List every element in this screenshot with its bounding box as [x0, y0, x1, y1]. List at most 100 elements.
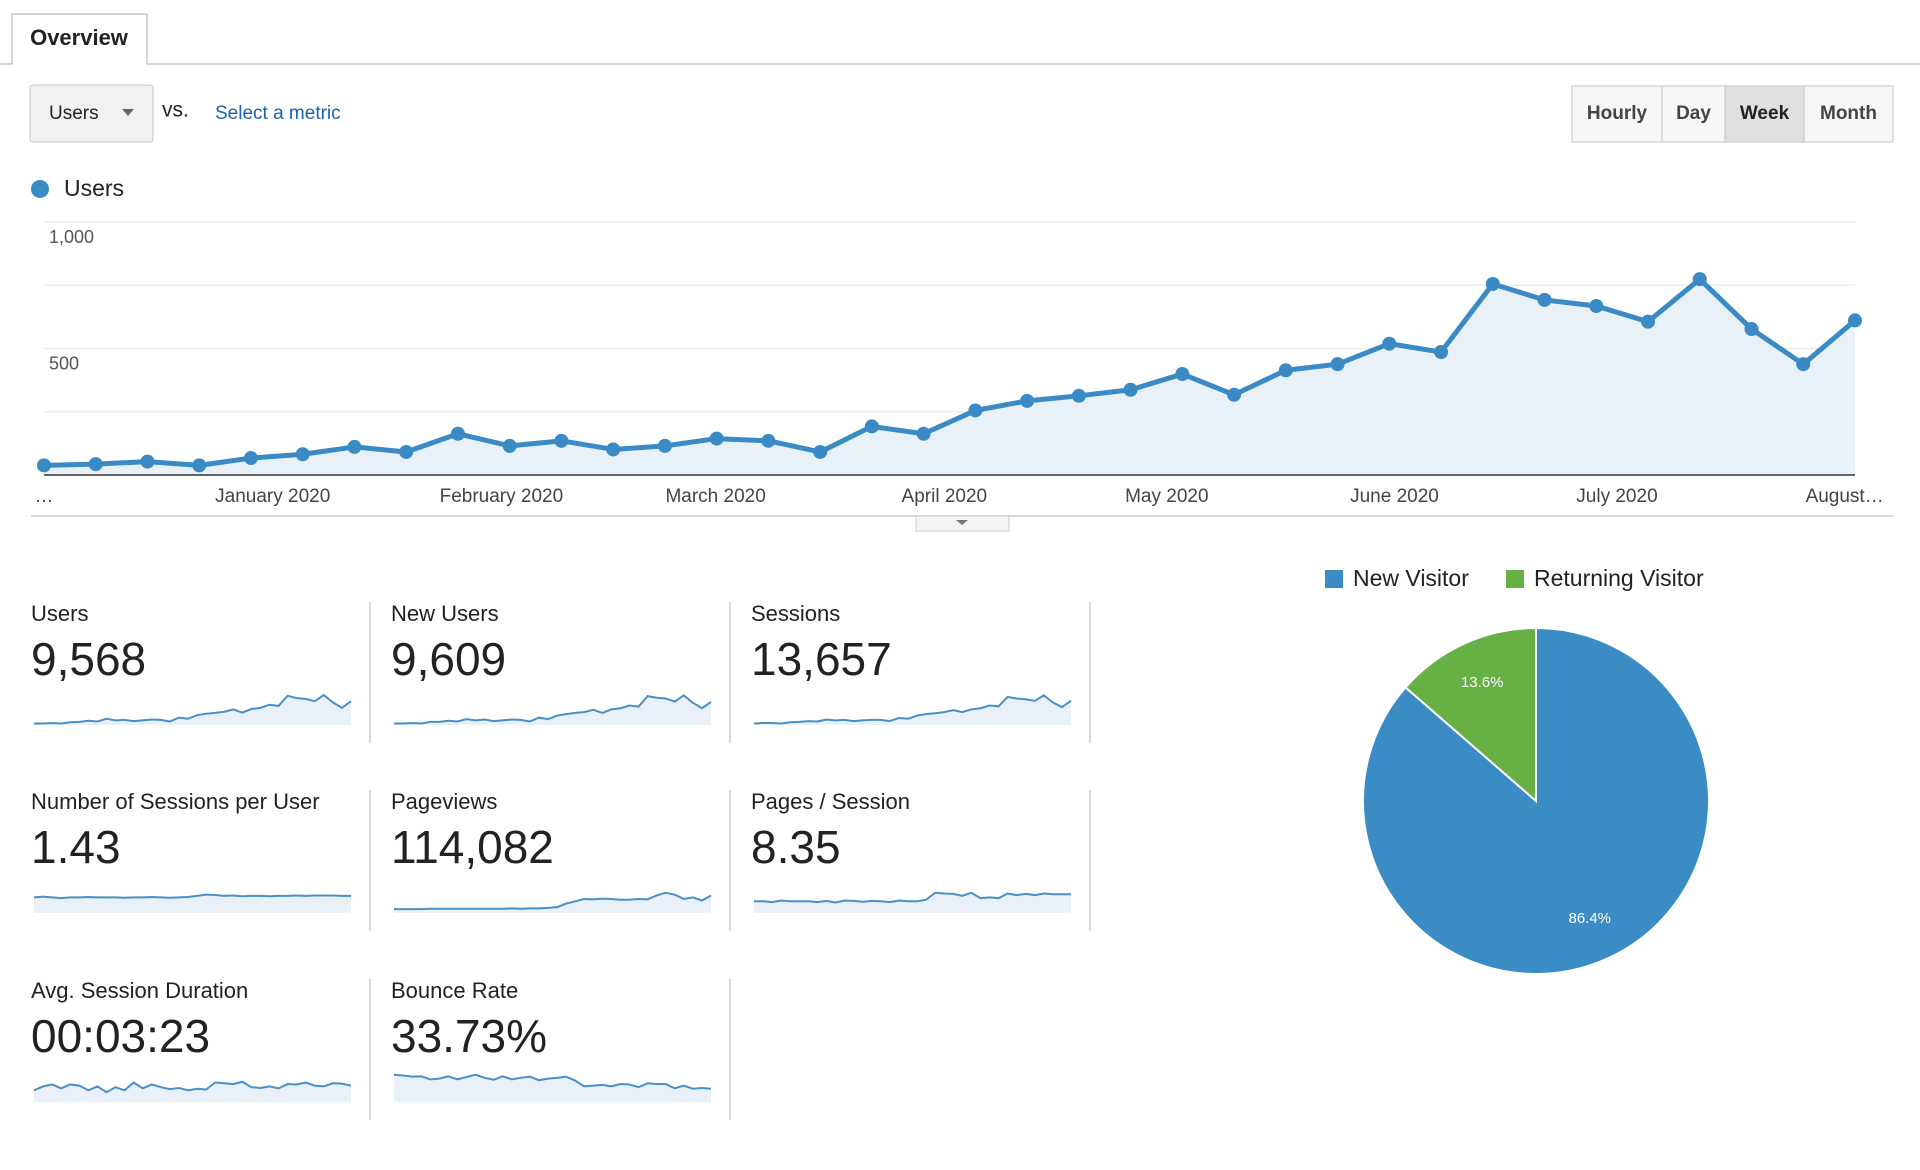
tab-strip: [0, 13, 1920, 65]
data-point: [606, 442, 621, 457]
metric-value: 33.73%: [391, 1010, 547, 1062]
metric-value: 114,082: [391, 821, 554, 873]
data-point: [1382, 336, 1397, 351]
sparkline: [754, 891, 1071, 904]
data-point: [1071, 388, 1086, 403]
data-point: [1796, 357, 1811, 372]
data-point: [1485, 276, 1500, 291]
granularity-label[interactable]: Day: [1676, 103, 1711, 124]
slice-label: 86.4%: [1568, 910, 1611, 927]
x-tick-label: …: [35, 486, 54, 507]
legend-marker: [31, 180, 49, 198]
sparkline-area: [754, 695, 1071, 725]
data-point: [1175, 367, 1190, 382]
metric-label: Pages / Session: [751, 789, 910, 814]
metric-label: Pageviews: [391, 789, 497, 814]
granularity-button[interactable]: [1724, 85, 1805, 143]
select-metric-link[interactable]: Select a metric: [215, 103, 341, 124]
data-point: [450, 426, 465, 441]
sparkline-area: [394, 695, 711, 725]
sparkline: [394, 891, 712, 911]
data-point: [813, 444, 828, 459]
metric-dropdown-label[interactable]: Users: [49, 103, 99, 124]
data-point: [1537, 292, 1552, 307]
sparkline: [33, 893, 351, 900]
legend-label: Returning Visitor: [1534, 565, 1704, 591]
metric-value: 00:03:23: [31, 1010, 210, 1062]
y-tick-label: 1,000: [49, 227, 94, 247]
x-tick-label: May 2020: [1125, 486, 1208, 507]
legend-label: New Visitor: [1353, 565, 1469, 591]
granularity-label[interactable]: Week: [1740, 103, 1790, 124]
sparkline-area: [34, 694, 351, 725]
dropdown-arrow: [122, 109, 134, 116]
x-tick-label: June 2020: [1350, 486, 1439, 507]
data-point: [502, 438, 517, 453]
data-point: [1641, 314, 1656, 329]
data-point: [347, 439, 362, 454]
tab-label[interactable]: Overview: [30, 25, 129, 50]
data-point: [192, 458, 207, 473]
data-point: [916, 426, 931, 441]
area: [44, 279, 1855, 475]
data-point: [37, 458, 51, 473]
metric-value: 13,657: [751, 633, 892, 685]
data-point: [140, 454, 155, 469]
metric-value: 8.35: [751, 821, 841, 873]
data-point: [1744, 322, 1759, 337]
data-point: [709, 431, 724, 446]
data-point: [761, 433, 776, 448]
data-point: [88, 457, 103, 472]
y-tick-label: 500: [49, 353, 79, 373]
sparkline-area: [394, 1074, 711, 1102]
metric-label: Number of Sessions per User: [31, 789, 320, 814]
x-tick-label: August…: [1806, 486, 1884, 507]
data-point: [399, 444, 414, 459]
data-point: [1330, 357, 1345, 372]
line: [43, 276, 1857, 468]
metric-value: 9,609: [391, 633, 506, 685]
pie-slice: [1404, 626, 1537, 804]
granularity-label[interactable]: Month: [1820, 103, 1877, 124]
legend-swatch: [1506, 570, 1524, 588]
sparkline-area: [34, 1081, 351, 1102]
sparkline-area: [394, 892, 711, 913]
x-tick-label: January 2020: [215, 486, 330, 507]
metric-label: Avg. Session Duration: [31, 978, 248, 1003]
granularity-button[interactable]: [1803, 85, 1894, 143]
sparkline: [753, 694, 1072, 725]
legend-swatch: [1325, 570, 1343, 588]
metric-label: Bounce Rate: [391, 978, 518, 1003]
metric-label: Sessions: [751, 601, 840, 626]
sparkline: [393, 1073, 712, 1090]
data-point: [1692, 272, 1707, 287]
metric-value: 9,568: [31, 633, 146, 685]
data-point: [1589, 298, 1604, 313]
sparkline-area: [754, 892, 1071, 913]
sparkline-area: [34, 894, 351, 913]
x-tick-label: July 2020: [1576, 486, 1657, 507]
data-point: [1434, 345, 1449, 360]
data-point: [554, 433, 569, 448]
granularity-label[interactable]: Hourly: [1587, 103, 1648, 124]
slice-label: 13.6%: [1461, 674, 1504, 691]
data-point: [968, 403, 983, 418]
sparkline: [33, 1080, 352, 1094]
metric-dropdown[interactable]: [29, 84, 154, 143]
vs-label: vs.: [162, 99, 189, 122]
data-point: [295, 447, 310, 462]
data-point: [1123, 382, 1138, 397]
x-tick-label: April 2020: [902, 486, 988, 507]
sparkline: [34, 693, 352, 725]
data-point: [657, 438, 672, 453]
x-tick-label: March 2020: [665, 486, 765, 507]
x-tick-label: February 2020: [440, 486, 564, 507]
legend-label: Users: [64, 175, 124, 201]
collapse-arrow: [956, 520, 968, 525]
granularity-button[interactable]: [1661, 85, 1726, 143]
sparkline: [394, 694, 712, 725]
data-point: [1848, 313, 1862, 328]
